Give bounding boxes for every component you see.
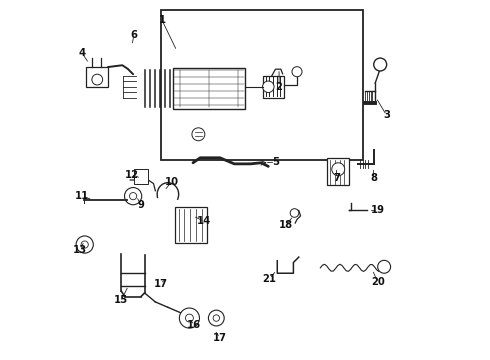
Bar: [263, 76, 285, 98]
Circle shape: [290, 209, 299, 217]
Text: 6: 6: [130, 30, 137, 40]
Bar: [173, 68, 245, 109]
Circle shape: [81, 241, 88, 248]
Circle shape: [292, 67, 302, 77]
Bar: [327, 158, 349, 185]
Circle shape: [263, 81, 274, 93]
Text: 2: 2: [276, 82, 283, 92]
Text: 16: 16: [187, 320, 201, 330]
Circle shape: [192, 128, 205, 141]
Circle shape: [129, 193, 137, 200]
Text: 1: 1: [159, 15, 166, 26]
Circle shape: [76, 236, 93, 253]
Circle shape: [124, 188, 142, 205]
Bar: [87, 67, 108, 87]
Bar: [134, 169, 148, 184]
Text: 8: 8: [370, 173, 377, 183]
Text: 3: 3: [383, 111, 390, 121]
Circle shape: [332, 163, 344, 176]
Text: 9: 9: [138, 200, 145, 210]
Text: 5: 5: [272, 157, 279, 167]
Bar: [161, 10, 364, 160]
Text: 7: 7: [333, 173, 340, 183]
Text: 12: 12: [125, 170, 139, 180]
Circle shape: [213, 315, 220, 321]
Text: 21: 21: [262, 274, 276, 284]
Circle shape: [374, 58, 387, 71]
Text: 20: 20: [371, 277, 385, 287]
Text: 18: 18: [279, 220, 294, 230]
Bar: [175, 207, 207, 243]
Circle shape: [186, 314, 194, 322]
Circle shape: [208, 310, 224, 326]
Circle shape: [179, 308, 199, 328]
Text: 15: 15: [114, 295, 128, 305]
Text: 13: 13: [73, 245, 87, 255]
Text: 17: 17: [213, 333, 227, 343]
Text: 19: 19: [371, 206, 385, 216]
Text: 4: 4: [78, 48, 85, 58]
Text: 14: 14: [196, 216, 211, 226]
Text: 11: 11: [74, 191, 89, 201]
Circle shape: [378, 260, 391, 273]
Text: 17: 17: [154, 279, 168, 289]
Text: 10: 10: [165, 177, 178, 187]
Circle shape: [92, 74, 102, 85]
